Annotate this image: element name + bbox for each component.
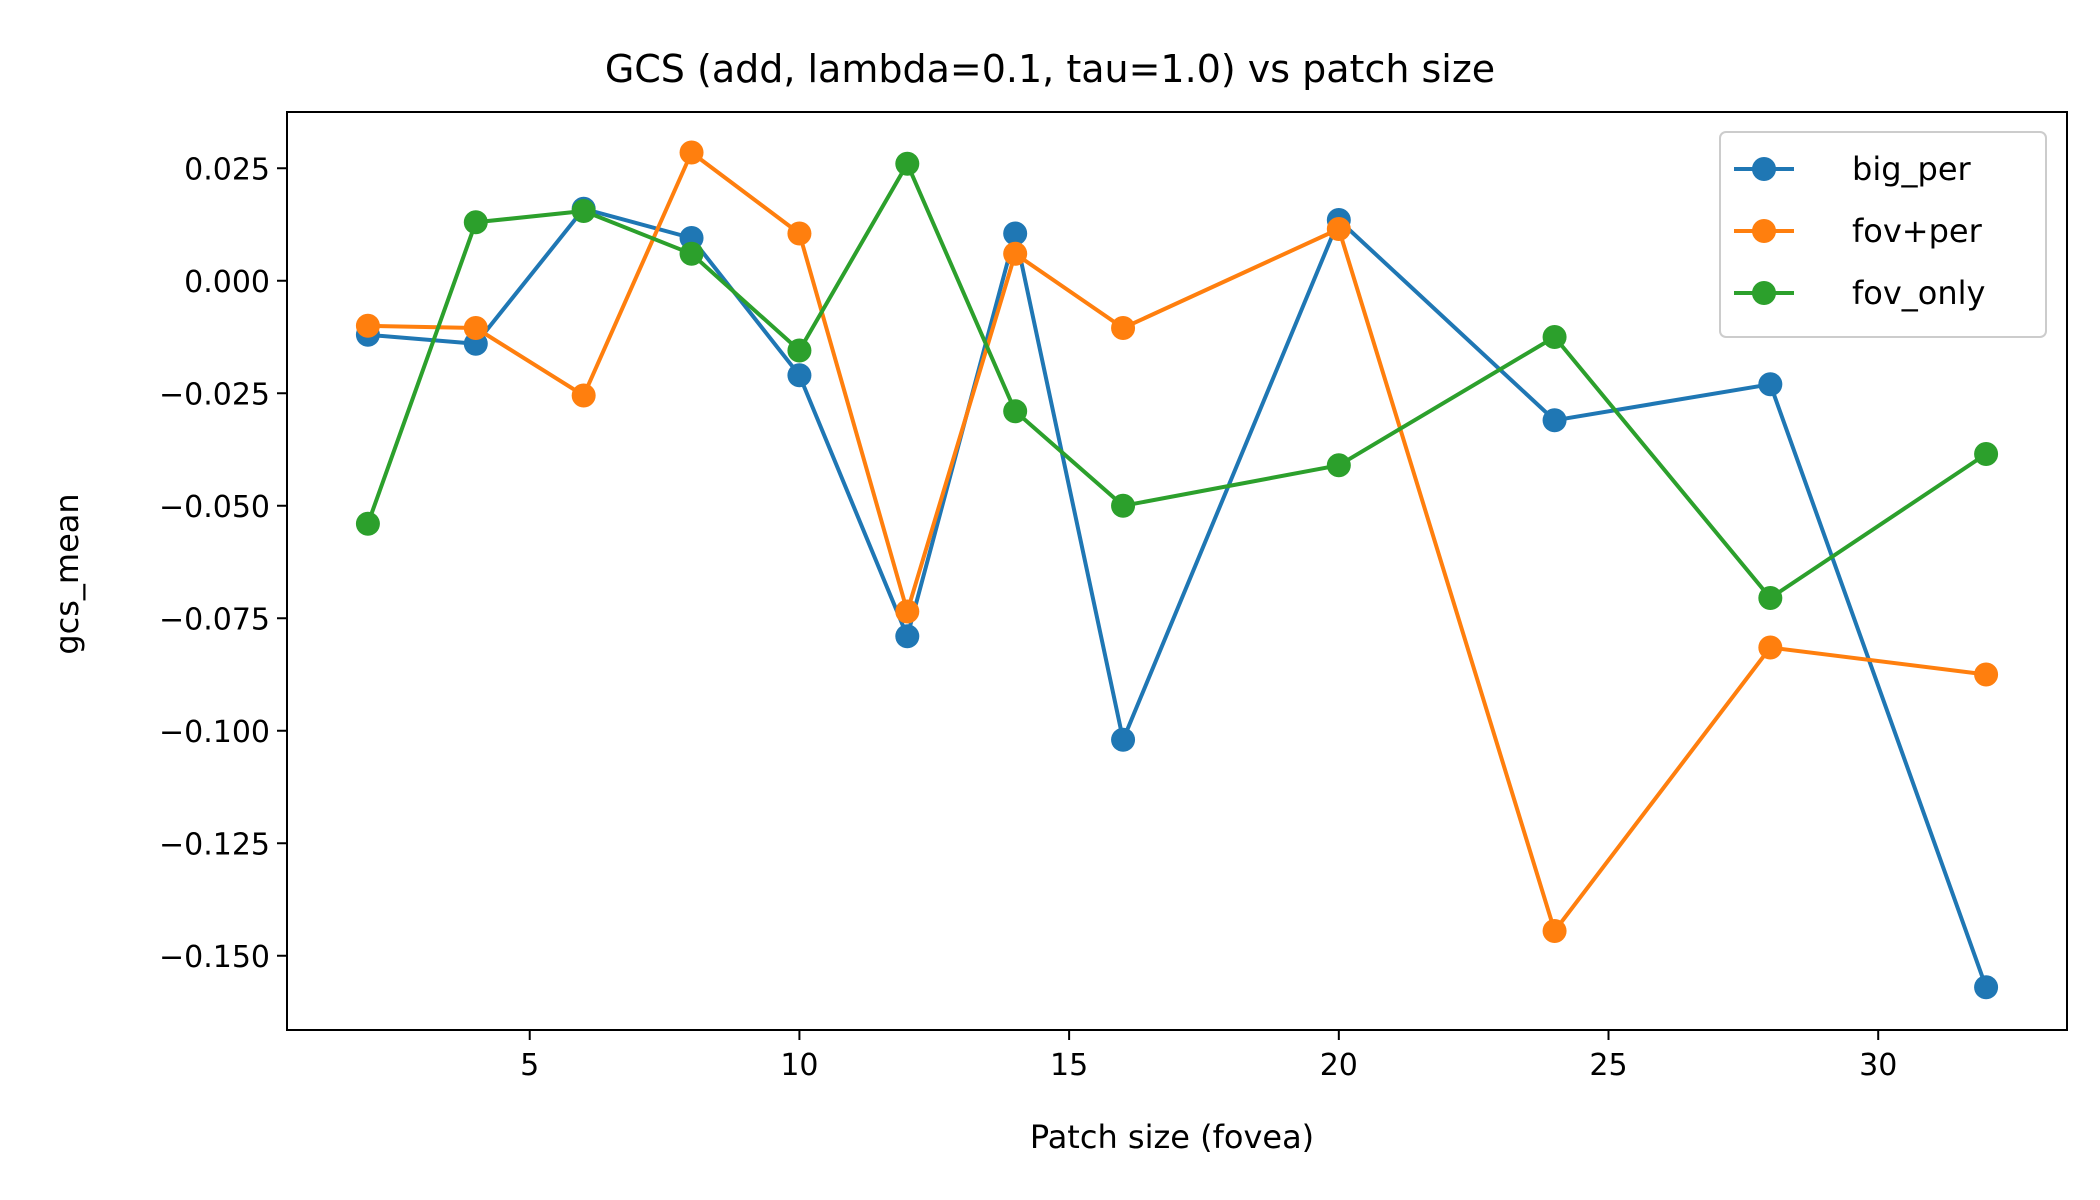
legend-marker-big_per [1752, 157, 1776, 181]
y-tick-label: −0.150 [159, 940, 270, 975]
data-point-fov+per [1111, 316, 1136, 340]
data-point-big_per [787, 363, 812, 388]
y-tick-label: −0.100 [159, 715, 270, 750]
x-tick-label: 30 [1859, 1048, 1897, 1083]
data-point-fov+per [1326, 217, 1351, 241]
data-point-fov_only [571, 199, 596, 223]
y-tick-label: −0.125 [159, 827, 270, 862]
data-point-fov+per [463, 316, 488, 340]
axes-frame [286, 111, 2068, 1031]
data-point-fov_only [679, 241, 704, 266]
data-point-big_per [1758, 372, 1783, 397]
data-point-fov_only [1542, 325, 1567, 349]
data-point-fov+per [355, 313, 380, 338]
axes: 5 10 15 20 25 30 −0.150 −0.125 −0.100 −0.075 −0.05… [159, 111, 2068, 1083]
data-point-fov+per [787, 221, 812, 246]
data-point-fov+per [1758, 635, 1783, 660]
data-point-fov_only [1326, 453, 1351, 478]
data-point-fov+per [679, 140, 704, 165]
legend-marker-fov_only [1752, 281, 1776, 305]
legend: big_per fov+per fov_only [1719, 131, 2047, 338]
data-point-fov+per [571, 383, 596, 408]
y-tick-label: −0.025 [159, 377, 270, 412]
series-line-fov+per [365, 150, 1989, 933]
data-point-fov_only [895, 151, 920, 176]
legend-label-fov_only: fov_only [1852, 274, 1985, 312]
plot-area [355, 140, 1999, 1000]
data-point-fov_only [1758, 586, 1783, 610]
data-point-fov_only [1111, 493, 1136, 518]
x-tick-label: 25 [1589, 1048, 1627, 1083]
data-point-big_per [1003, 221, 1028, 246]
y-tick-label: 0.000 [184, 265, 270, 300]
x-tick-label: 20 [1320, 1048, 1358, 1083]
x-tick-label: 5 [520, 1048, 539, 1083]
data-point-fov+per [1542, 919, 1567, 943]
data-point-big_per [895, 624, 920, 649]
data-point-fov_only [1974, 442, 1999, 466]
x-tick-label: 10 [780, 1048, 818, 1083]
x-axis-label: Patch size (fovea) [1030, 1118, 1314, 1156]
data-point-big_per [1111, 727, 1136, 752]
x-tick-label: 15 [1050, 1048, 1088, 1083]
data-point-fov_only [1003, 399, 1028, 424]
data-point-big_per [1542, 408, 1567, 433]
data-point-big_per [1974, 975, 1999, 1000]
data-point-fov_only [463, 210, 488, 235]
series-line-fov_only [365, 161, 1989, 600]
data-point-fov_only [787, 338, 812, 363]
data-point-fov+per [895, 599, 920, 624]
legend-label-fov+per: fov+per [1852, 212, 1983, 250]
legend-box [1719, 131, 2047, 338]
legend-label-big_per: big_per [1852, 150, 1972, 188]
y-tick-label: 0.025 [184, 152, 270, 187]
chart-title: GCS (add, lambda=0.1, tau=1.0) vs patch … [605, 47, 1495, 91]
data-point-fov+per [1974, 662, 1999, 687]
y-tick-label: −0.050 [159, 490, 270, 525]
data-point-fov_only [355, 511, 380, 536]
legend-marker-fov+per [1752, 219, 1776, 243]
data-point-fov+per [1003, 241, 1028, 266]
y-axis-label: gcs_mean [48, 493, 86, 654]
y-tick-label: −0.075 [159, 602, 270, 637]
